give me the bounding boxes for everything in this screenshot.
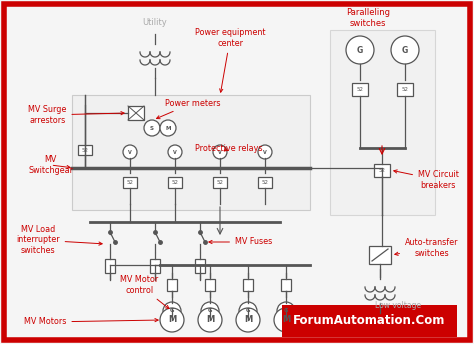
Text: MV Circuit
breakers: MV Circuit breakers (394, 170, 459, 190)
Bar (128, 106, 144, 120)
Text: ForumAutomation.Com: ForumAutomation.Com (293, 314, 445, 327)
Bar (78, 145, 92, 155)
Bar (205, 279, 215, 291)
Circle shape (163, 302, 181, 320)
Bar (243, 279, 253, 291)
Circle shape (123, 145, 137, 159)
Text: G: G (284, 309, 288, 313)
Text: 52: 52 (379, 168, 385, 172)
Text: 52: 52 (217, 180, 224, 184)
Bar (369, 246, 391, 264)
Circle shape (144, 120, 160, 136)
Text: G: G (208, 309, 212, 313)
Bar (72, 95, 310, 210)
Bar (150, 259, 160, 273)
Circle shape (274, 308, 298, 332)
Text: MV Surge
arrestors: MV Surge arrestors (28, 105, 124, 125)
Circle shape (258, 145, 272, 159)
Text: MV
Switchgear: MV Switchgear (28, 155, 73, 175)
Text: V: V (218, 150, 222, 154)
Circle shape (277, 302, 295, 320)
Circle shape (236, 308, 260, 332)
Text: MV Motor
control: MV Motor control (120, 275, 169, 309)
Text: G: G (246, 309, 250, 313)
Text: Auto-transfer
switches: Auto-transfer switches (395, 238, 458, 258)
Text: 52: 52 (82, 148, 89, 152)
Text: Low voltage: Low voltage (375, 301, 421, 310)
Bar (258, 176, 272, 187)
Bar (281, 279, 291, 291)
Circle shape (346, 36, 374, 64)
Text: Power equipment
center: Power equipment center (195, 28, 265, 92)
Text: V: V (263, 150, 267, 154)
Circle shape (160, 120, 176, 136)
Text: G: G (357, 45, 363, 54)
Text: V: V (173, 150, 177, 154)
Bar (352, 83, 368, 96)
Text: MV Fuses: MV Fuses (209, 237, 272, 247)
Text: 52: 52 (127, 180, 134, 184)
Bar (195, 259, 205, 273)
Circle shape (160, 308, 184, 332)
Text: M: M (206, 315, 214, 324)
Bar (105, 259, 115, 273)
Text: Power meters: Power meters (156, 98, 220, 119)
Text: MV Motors: MV Motors (24, 318, 158, 326)
Text: 52: 52 (172, 180, 179, 184)
Bar (167, 279, 177, 291)
Circle shape (201, 302, 219, 320)
Circle shape (239, 302, 257, 320)
Text: 52: 52 (262, 180, 268, 184)
Text: 52: 52 (356, 86, 364, 92)
Bar (123, 176, 137, 187)
Bar (397, 83, 413, 96)
Text: S: S (150, 126, 154, 130)
Text: G: G (170, 309, 174, 313)
Bar (282, 305, 457, 337)
Text: Protective relays: Protective relays (195, 143, 263, 152)
Text: Utility: Utility (143, 18, 167, 26)
Text: Paralleling
switches: Paralleling switches (346, 8, 390, 28)
Text: V: V (128, 150, 132, 154)
Circle shape (198, 308, 222, 332)
Bar (213, 176, 227, 187)
Bar (374, 163, 390, 176)
Circle shape (213, 145, 227, 159)
Text: M: M (165, 126, 171, 130)
Circle shape (391, 36, 419, 64)
Text: M: M (168, 315, 176, 324)
Text: MV Load
interrupter
switches: MV Load interrupter switches (16, 225, 102, 255)
Text: M: M (282, 315, 290, 324)
Text: G: G (402, 45, 408, 54)
Text: M: M (244, 315, 252, 324)
Bar (330, 30, 435, 215)
Text: 52: 52 (401, 86, 409, 92)
Bar (168, 176, 182, 187)
Circle shape (168, 145, 182, 159)
